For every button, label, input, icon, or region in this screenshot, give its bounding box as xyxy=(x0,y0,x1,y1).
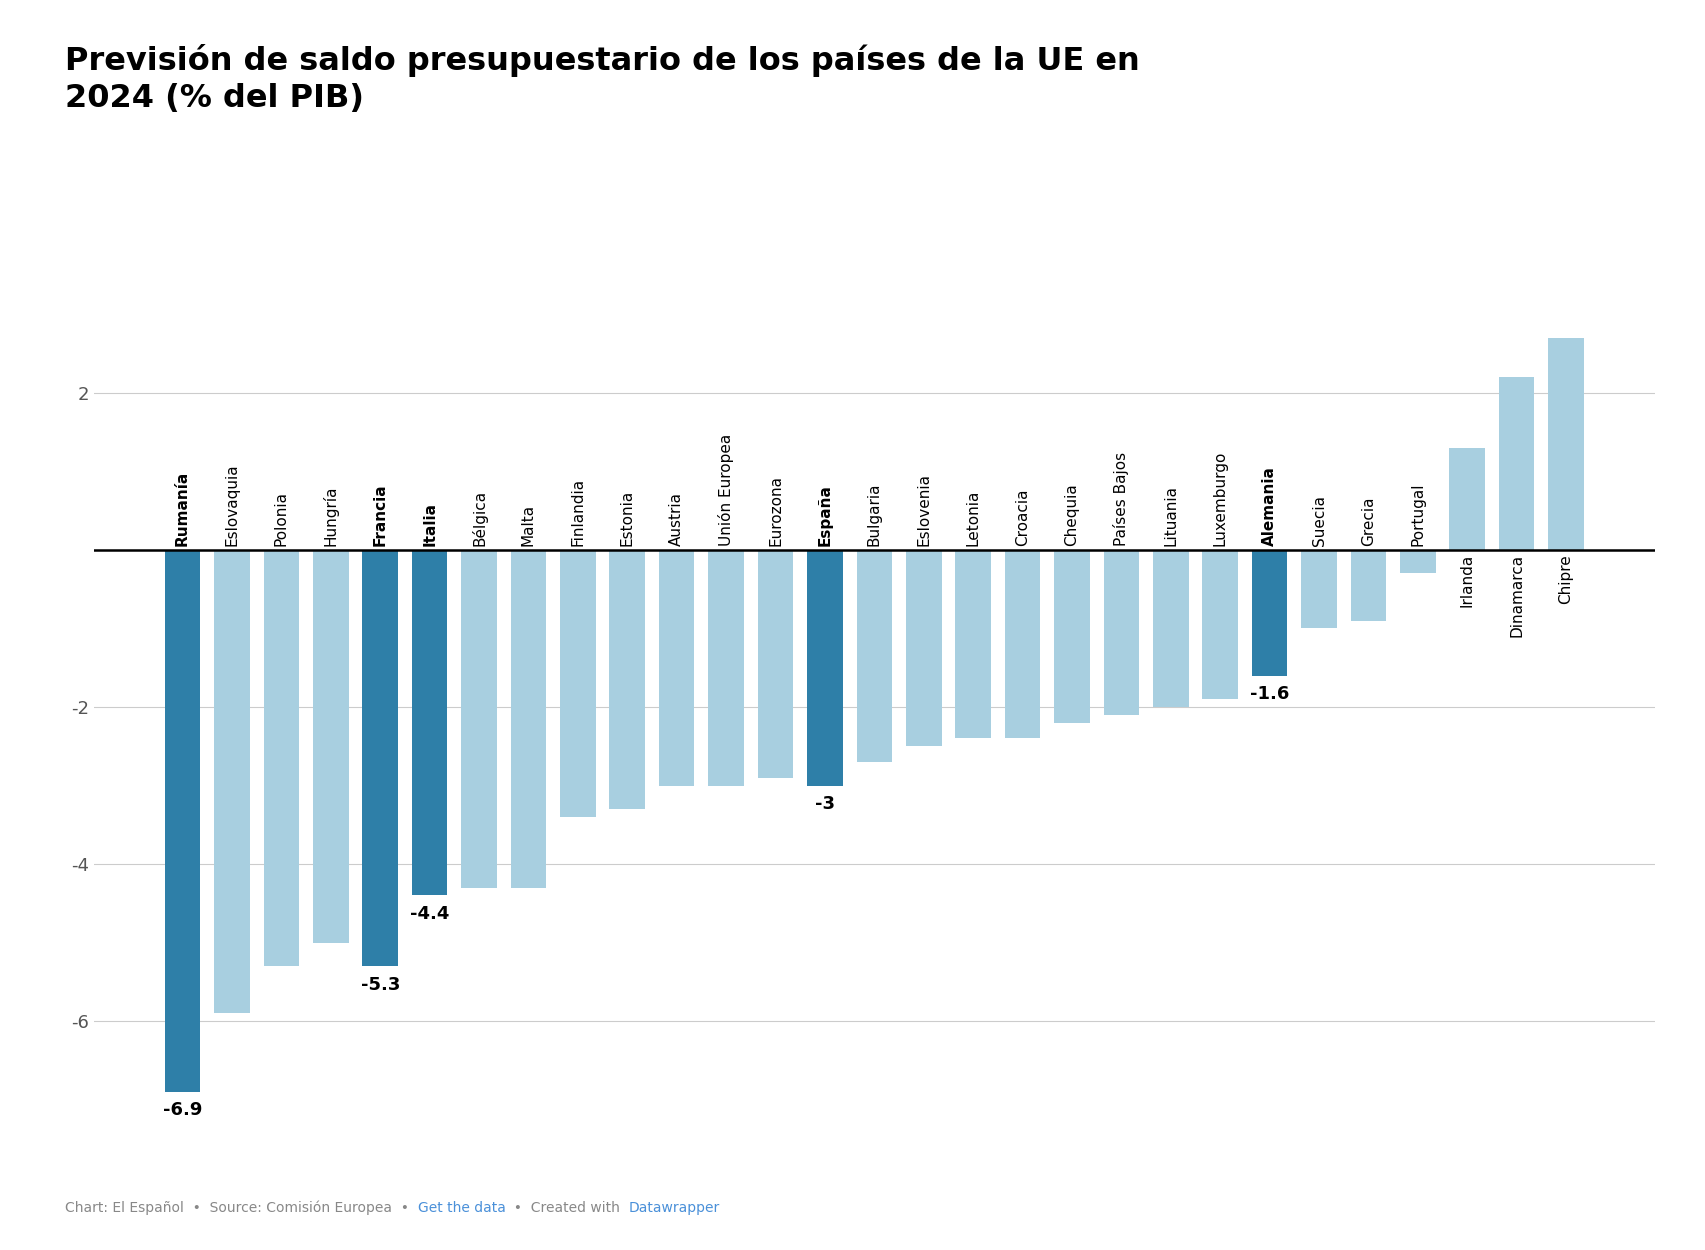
Text: Unión Europea: Unión Europea xyxy=(718,434,733,546)
Bar xyxy=(1251,550,1287,675)
Bar xyxy=(708,550,743,785)
Bar xyxy=(264,550,298,966)
Bar xyxy=(905,550,941,746)
Text: Polonia: Polonia xyxy=(275,491,288,546)
Bar xyxy=(1004,550,1040,739)
Text: Get the data: Get the data xyxy=(418,1201,505,1215)
Text: Malta: Malta xyxy=(520,504,535,546)
Bar xyxy=(460,550,496,888)
Text: Bélgica: Bélgica xyxy=(471,490,486,546)
Text: Irlanda: Irlanda xyxy=(1459,554,1473,608)
Text: Alemania: Alemania xyxy=(1262,466,1277,546)
Bar xyxy=(361,550,397,966)
Bar xyxy=(559,550,595,818)
Text: -1.6: -1.6 xyxy=(1250,685,1289,702)
Bar xyxy=(1350,550,1386,620)
Text: Rumanía: Rumanía xyxy=(176,471,189,546)
Text: Dinamarca: Dinamarca xyxy=(1509,554,1523,638)
Bar xyxy=(1153,550,1188,708)
Text: Previsión de saldo presupuestario de los países de la UE en
2024 (% del PIB): Previsión de saldo presupuestario de los… xyxy=(65,44,1139,114)
Text: -5.3: -5.3 xyxy=(360,975,399,994)
Text: Chequia: Chequia xyxy=(1064,484,1079,546)
Bar xyxy=(1400,550,1436,574)
Text: Eslovaquia: Eslovaquia xyxy=(225,464,239,546)
Text: Países Bajos: Países Bajos xyxy=(1113,451,1129,546)
Bar xyxy=(1301,550,1337,629)
Text: Portugal: Portugal xyxy=(1410,482,1424,546)
Bar xyxy=(1202,550,1238,699)
Text: Eslovenia: Eslovenia xyxy=(916,472,931,546)
Text: -4.4: -4.4 xyxy=(409,905,448,922)
Text: Hungría: Hungría xyxy=(322,485,339,546)
Text: -3: -3 xyxy=(815,795,834,812)
Text: Francia: Francia xyxy=(372,484,387,546)
Text: Croacia: Croacia xyxy=(1014,489,1030,546)
Text: Suecia: Suecia xyxy=(1311,495,1326,546)
Bar xyxy=(1054,550,1089,722)
Text: España: España xyxy=(817,484,832,546)
Bar xyxy=(510,550,546,888)
Bar xyxy=(1499,378,1533,550)
Bar xyxy=(1103,550,1139,715)
Bar xyxy=(757,550,793,778)
Text: Chart: El Español  •  Source: Comisión Europea  •: Chart: El Español • Source: Comisión Eur… xyxy=(65,1200,418,1215)
Text: Datawrapper: Datawrapper xyxy=(629,1201,720,1215)
Text: Letonia: Letonia xyxy=(965,490,980,546)
Text: Bulgaria: Bulgaria xyxy=(866,482,881,546)
Text: -6.9: -6.9 xyxy=(162,1101,203,1119)
Text: Luxemburgo: Luxemburgo xyxy=(1212,450,1228,546)
Text: Grecia: Grecia xyxy=(1361,496,1376,546)
Bar xyxy=(215,550,249,1014)
Bar xyxy=(411,550,447,895)
Text: Estonia: Estonia xyxy=(619,490,634,546)
Bar xyxy=(609,550,644,809)
Bar xyxy=(806,550,842,785)
Text: Finlandia: Finlandia xyxy=(569,478,585,546)
Text: •  Created with: • Created with xyxy=(505,1201,629,1215)
Text: Eurozona: Eurozona xyxy=(767,475,783,546)
Text: Austria: Austria xyxy=(668,492,684,546)
Bar xyxy=(856,550,892,762)
Bar xyxy=(955,550,991,739)
Text: Lituania: Lituania xyxy=(1163,485,1178,546)
Text: Chipre: Chipre xyxy=(1558,554,1572,604)
Text: Italia: Italia xyxy=(421,503,436,546)
Bar xyxy=(658,550,694,785)
Bar xyxy=(312,550,348,942)
Bar xyxy=(165,550,199,1091)
Bar xyxy=(1449,448,1483,550)
Bar xyxy=(1548,338,1582,550)
